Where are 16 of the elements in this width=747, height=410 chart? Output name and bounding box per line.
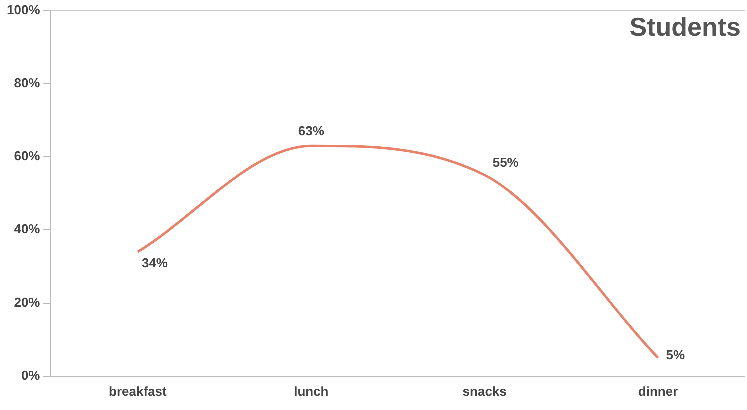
data-label: 5% [666,348,686,363]
y-tick-label: 0% [21,368,41,383]
y-tick-label: 60% [14,148,41,164]
x-tick-label: dinner [638,384,678,399]
y-tick-label: 20% [14,294,41,310]
line-series [136,144,660,360]
y-tick-label: 100% [7,2,41,18]
x-tick-label: snacks [462,384,507,399]
data-label: 63% [298,124,325,139]
data-label: 34% [142,256,168,271]
x-tick-label: lunch [294,384,329,399]
data-label: 55% [492,154,520,170]
y-tick-label: 40% [14,222,41,237]
y-tick-label: 80% [14,76,41,90]
x-tick-label: breakfast [109,384,168,399]
chart-title: Students [630,12,741,43]
